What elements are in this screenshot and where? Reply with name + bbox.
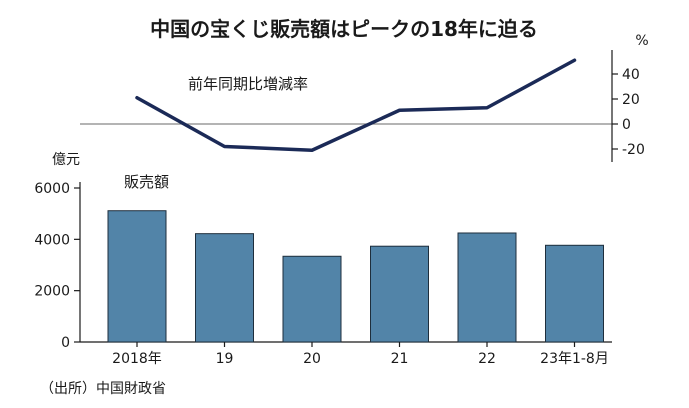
sales-panel: 億元 販売額 0 2000 4000 6000 2018年 19 20 21 22 23年1-8… — [34, 152, 612, 367]
sales-bar — [370, 245, 429, 343]
growth-line — [135, 58, 577, 152]
sales-tick-label: 4000 — [34, 232, 70, 248]
growth-unit: % — [635, 33, 648, 49]
x-tick-label: 20 — [303, 351, 321, 367]
growth-tick-label: 0 — [622, 117, 631, 133]
sales-bar — [195, 233, 254, 343]
sales-bar — [107, 210, 167, 343]
growth-ticks: -20 0 20 40 — [612, 67, 645, 158]
source-note: （出所）中国財政省 — [40, 381, 166, 397]
sales-series-label: 販売額 — [124, 173, 169, 191]
chart-title: 中国の宝くじ販売額はピークの18年に迫る — [150, 17, 538, 41]
sales-bar — [545, 244, 604, 343]
x-tick-label: 2018年 — [112, 351, 162, 367]
sales-ticks: 0 2000 4000 6000 — [34, 181, 80, 351]
sales-bar — [457, 232, 517, 343]
sales-tick-label: 0 — [61, 335, 70, 351]
growth-tick-label: 40 — [622, 67, 640, 83]
sales-tick-label: 6000 — [34, 181, 70, 197]
x-axis-labels: 2018年 19 20 21 22 23年1-8月 — [112, 342, 609, 367]
x-tick-label: 19 — [216, 351, 234, 367]
x-tick-label: 22 — [478, 351, 496, 367]
growth-tick-label: 20 — [622, 92, 640, 108]
sales-bar — [282, 255, 342, 343]
sales-bars — [107, 210, 604, 343]
sales-tick-label: 2000 — [34, 284, 70, 300]
x-tick-label: 23年1-8月 — [540, 351, 609, 367]
x-tick-label: 21 — [391, 351, 409, 367]
growth-tick-label: -20 — [622, 142, 645, 158]
growth-panel: % 前年同期比増減率 -20 0 20 40 — [80, 33, 649, 162]
sales-unit: 億元 — [52, 152, 80, 168]
growth-series-label: 前年同期比増減率 — [188, 75, 308, 93]
